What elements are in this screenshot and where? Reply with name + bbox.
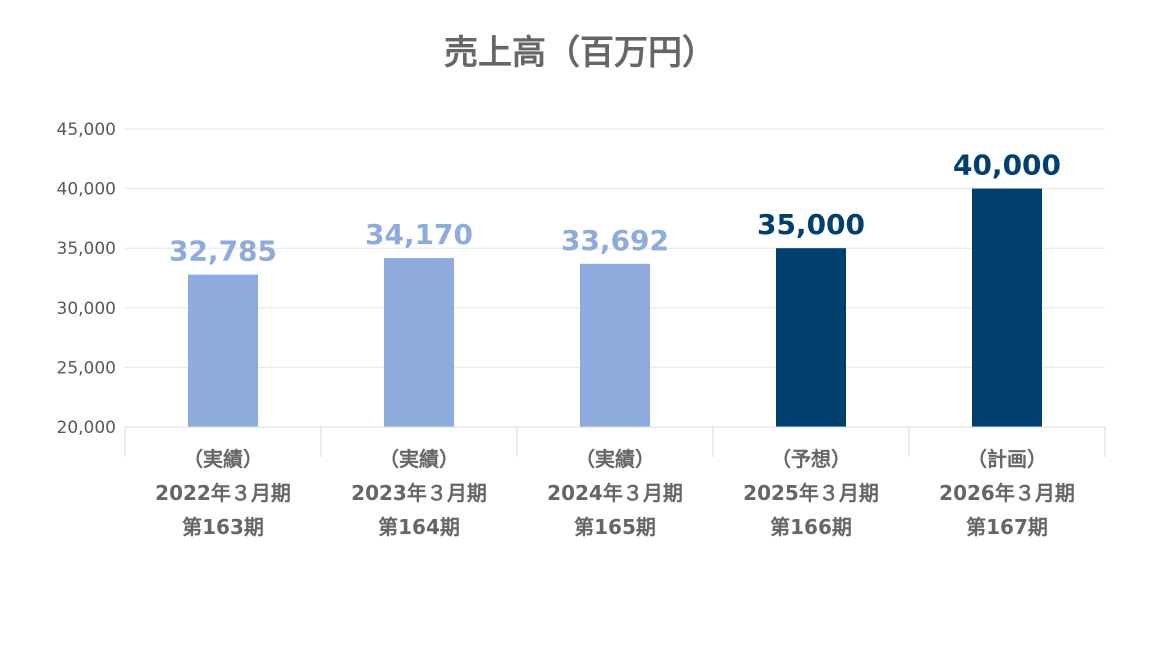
x-tick-label: 第163期 (182, 515, 264, 539)
bars (188, 188, 1042, 427)
x-tick-label: 2022年３月期 (155, 481, 291, 505)
y-tick-label: 45,000 (57, 120, 116, 140)
data-label: 35,000 (757, 208, 865, 241)
x-tick-label: （実績） (379, 447, 459, 471)
chart-title: 売上高（百万円） (444, 33, 716, 73)
x-tick-label: （計画） (967, 447, 1047, 471)
x-tick-label: 2025年３月期 (743, 481, 879, 505)
gridlines (125, 128, 1105, 368)
bar (188, 274, 258, 427)
bar (580, 263, 650, 427)
x-tick-label: 2024年３月期 (547, 481, 683, 505)
y-tick-label: 20,000 (57, 418, 116, 438)
x-tick-label: （実績） (575, 447, 655, 471)
data-label: 32,785 (169, 235, 277, 268)
x-tick-label: （予想） (771, 447, 851, 471)
bar (384, 258, 454, 427)
y-tick-label: 35,000 (57, 239, 116, 259)
x-tick-label: 2026年３月期 (939, 481, 1075, 505)
x-tick-label: 第166期 (770, 515, 852, 539)
x-tick-label: 第164期 (378, 515, 460, 539)
bar (972, 188, 1042, 427)
data-label: 40,000 (953, 149, 1061, 182)
x-tick-label: 第167期 (966, 515, 1048, 539)
x-tick-label: （実績） (183, 447, 263, 471)
x-tick-label: 2023年３月期 (351, 481, 487, 505)
x-tick-label: 第165期 (574, 515, 656, 539)
data-labels: 32,785 34,170 33,692 35,000 40,000 (169, 149, 1061, 268)
bar (776, 248, 846, 427)
y-tick-label: 40,000 (57, 180, 116, 200)
data-label: 33,692 (561, 224, 669, 257)
y-tick-label: 30,000 (57, 299, 116, 319)
y-axis: 20,000 25,000 30,000 35,000 40,000 45,000 (57, 120, 116, 438)
data-label: 34,170 (365, 218, 473, 251)
y-tick-label: 25,000 (57, 358, 116, 378)
